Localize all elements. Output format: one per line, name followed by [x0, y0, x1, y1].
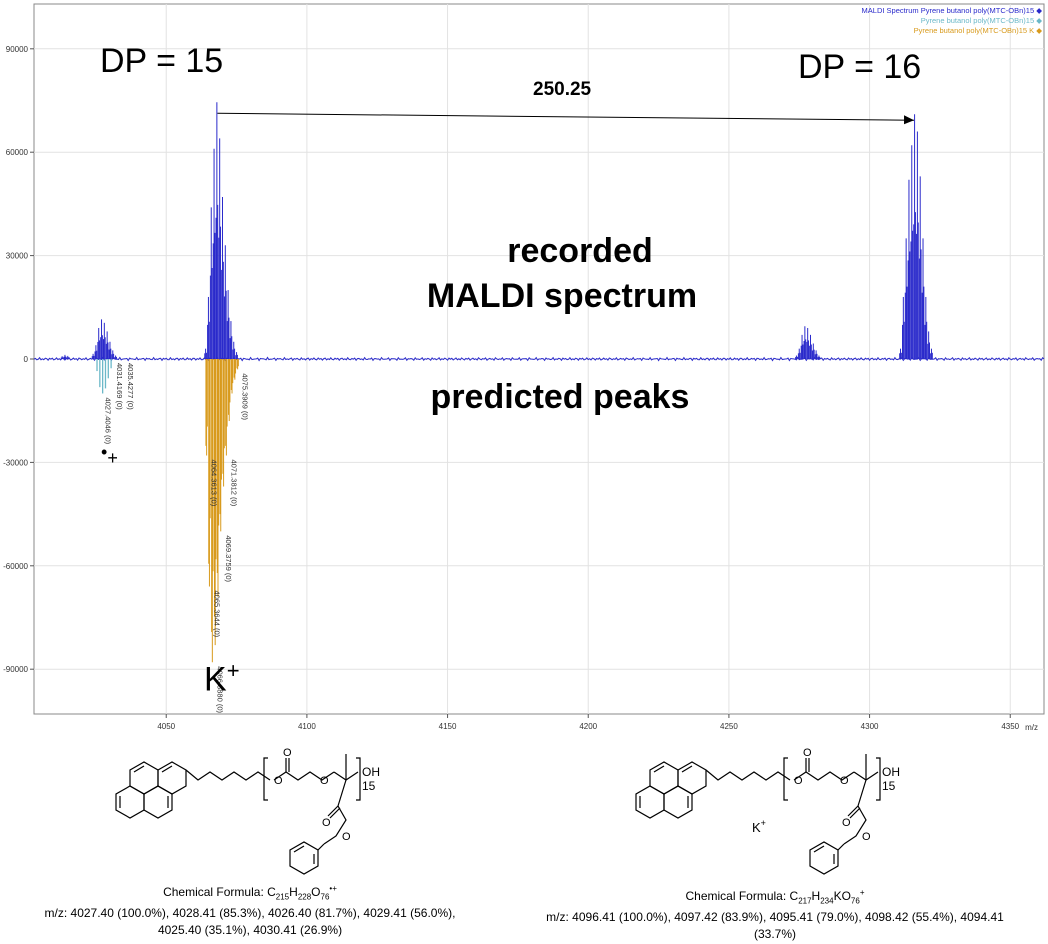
formula-part: H	[289, 885, 298, 899]
right-mz-line1: m/z: 4096.41 (100.0%), 4097.42 (83.9%), …	[546, 910, 1004, 925]
y-tick-label: 90000	[6, 45, 29, 54]
y-tick-label: -60000	[3, 562, 28, 571]
formula-part: •+	[329, 884, 337, 893]
formula-part: Chemical Formula: C	[163, 885, 276, 899]
left-molecule-structure: O O O O O 15 OH	[115, 747, 380, 875]
x-tick-label: 4350	[1001, 722, 1019, 731]
x-tick-label: 4150	[439, 722, 457, 731]
right-mz-line2: (33.7%)	[753, 927, 797, 942]
oxygen-atom-label: O	[794, 775, 803, 787]
formula-part: KO	[833, 889, 851, 903]
y-tick-label: 60000	[6, 148, 29, 157]
formula-part: 217	[798, 896, 812, 906]
x-tick-label: 4100	[298, 722, 316, 731]
arrow-head	[904, 115, 915, 125]
dp15-label: DP = 15	[100, 42, 224, 80]
formula-part: 76	[320, 892, 330, 902]
chart-legend: MALDI Spectrum Pyrene butanol poly(MTC-O…	[862, 6, 1042, 36]
mass-shift-arrow	[217, 112, 915, 121]
formula-part: 228	[297, 892, 312, 902]
peak-mass-label: 4031.4169 (0)	[115, 363, 124, 410]
recorded-baseline	[33, 356, 1045, 362]
formula-part: H	[811, 889, 821, 903]
ester-oxygen-label: O	[322, 817, 331, 829]
legend-entry-recorded: MALDI Spectrum Pyrene butanol poly(MTC-O…	[861, 6, 1042, 15]
formula-part: +	[859, 888, 865, 897]
ester-oxygen-label: O	[342, 831, 351, 843]
peak-mass-label: 4066.3880 (0)	[215, 666, 224, 713]
predicted-peaks-label: predicted peaks	[430, 378, 690, 416]
peak-mass-label: 4035.4277 (0)	[126, 363, 135, 410]
legend-entry-predicted-radical: Pyrene butanol poly(MTC-OBn)15 ◆	[920, 16, 1042, 25]
peak-mass-label: 4027.4046 (0)	[104, 397, 113, 444]
carbonyl-oxygen-label: O	[803, 747, 812, 759]
x-tick-label: 4050	[157, 722, 175, 731]
y-tick-label: -90000	[3, 665, 28, 674]
recorded-label-line2: MALDI spectrum	[426, 277, 698, 315]
formula-part: 234	[820, 896, 834, 906]
left-formula-block: Chemical Formula: C215H228O76•+ m/z: 402…	[0, 880, 500, 939]
hydroxyl-end-group: OH	[362, 765, 380, 779]
repeat-count: 15	[362, 779, 376, 793]
peak-mass-label: 4064.3613 (0)	[210, 460, 219, 507]
right-formula-block: Chemical Formula: C217H234KO76+ m/z: 409…	[502, 884, 1048, 943]
left-mz-line2: 4025.40 (35.1%), 4030.41 (26.9%)	[157, 923, 343, 938]
formula-part: 215	[275, 892, 290, 902]
x-tick-label: 4200	[579, 722, 597, 731]
legend-entry-predicted-potassium: Pyrene butanol poly(MTC-OBn)15 K ◆	[913, 26, 1042, 35]
dp16-label: DP = 16	[798, 48, 922, 86]
right-chemical-formula: Chemical Formula: C217H234KO76+	[502, 884, 1048, 909]
formula-part: Chemical Formula: C	[685, 889, 799, 903]
ester-oxygen-label: O	[862, 831, 871, 843]
peak-mass-label: 4071.3812 (0)	[229, 460, 238, 507]
x-tick-label: 4250	[720, 722, 738, 731]
left-chemical-formula: Chemical Formula: C215H228O76•+	[0, 880, 500, 905]
carbonyl-oxygen-label: O	[283, 747, 292, 759]
oxygen-atom-label: O	[840, 775, 849, 787]
y-tick-label: 0	[24, 355, 29, 364]
x-tick-label: 4300	[861, 722, 879, 731]
recorded-label-line1: recorded	[507, 232, 653, 270]
oxygen-atom-label: O	[274, 775, 283, 787]
mass-difference-label: 250.25	[533, 79, 592, 100]
hydroxyl-end-group: OH	[882, 765, 900, 779]
y-tick-label: 30000	[6, 252, 29, 261]
left-mz-line1: m/z: 4027.40 (100.0%), 4028.41 (85.3%), …	[44, 906, 456, 921]
peak-mass-label: 4069.3759 (0)	[224, 535, 233, 582]
x-axis-label: m/z	[1025, 723, 1038, 732]
formula-part: O	[311, 885, 321, 899]
formula-part: 76	[850, 896, 860, 906]
repeat-count: 15	[882, 779, 896, 793]
peak-mass-label: 4065.3644 (0)	[212, 590, 221, 637]
peak-mass-label: 4075.3909 (0)	[241, 373, 250, 420]
oxygen-atom-label: O	[320, 775, 329, 787]
right-molecule-structure: O O O O O 15 OH K+	[635, 747, 900, 875]
radical-cation-label: •+	[101, 442, 118, 468]
potassium-adduct-label: K+	[204, 658, 240, 699]
y-tick-label: -30000	[3, 458, 28, 467]
ester-oxygen-label: O	[842, 817, 851, 829]
potassium-counterion: K+	[752, 818, 766, 835]
